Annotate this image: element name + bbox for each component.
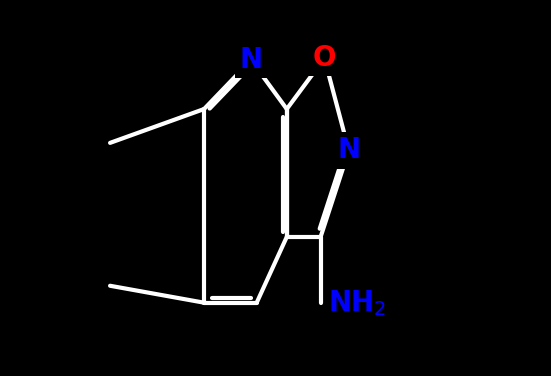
Text: O: O [312,44,336,72]
Text: NH$_2$: NH$_2$ [328,288,386,318]
Text: N: N [337,136,360,164]
Text: N: N [240,46,263,74]
